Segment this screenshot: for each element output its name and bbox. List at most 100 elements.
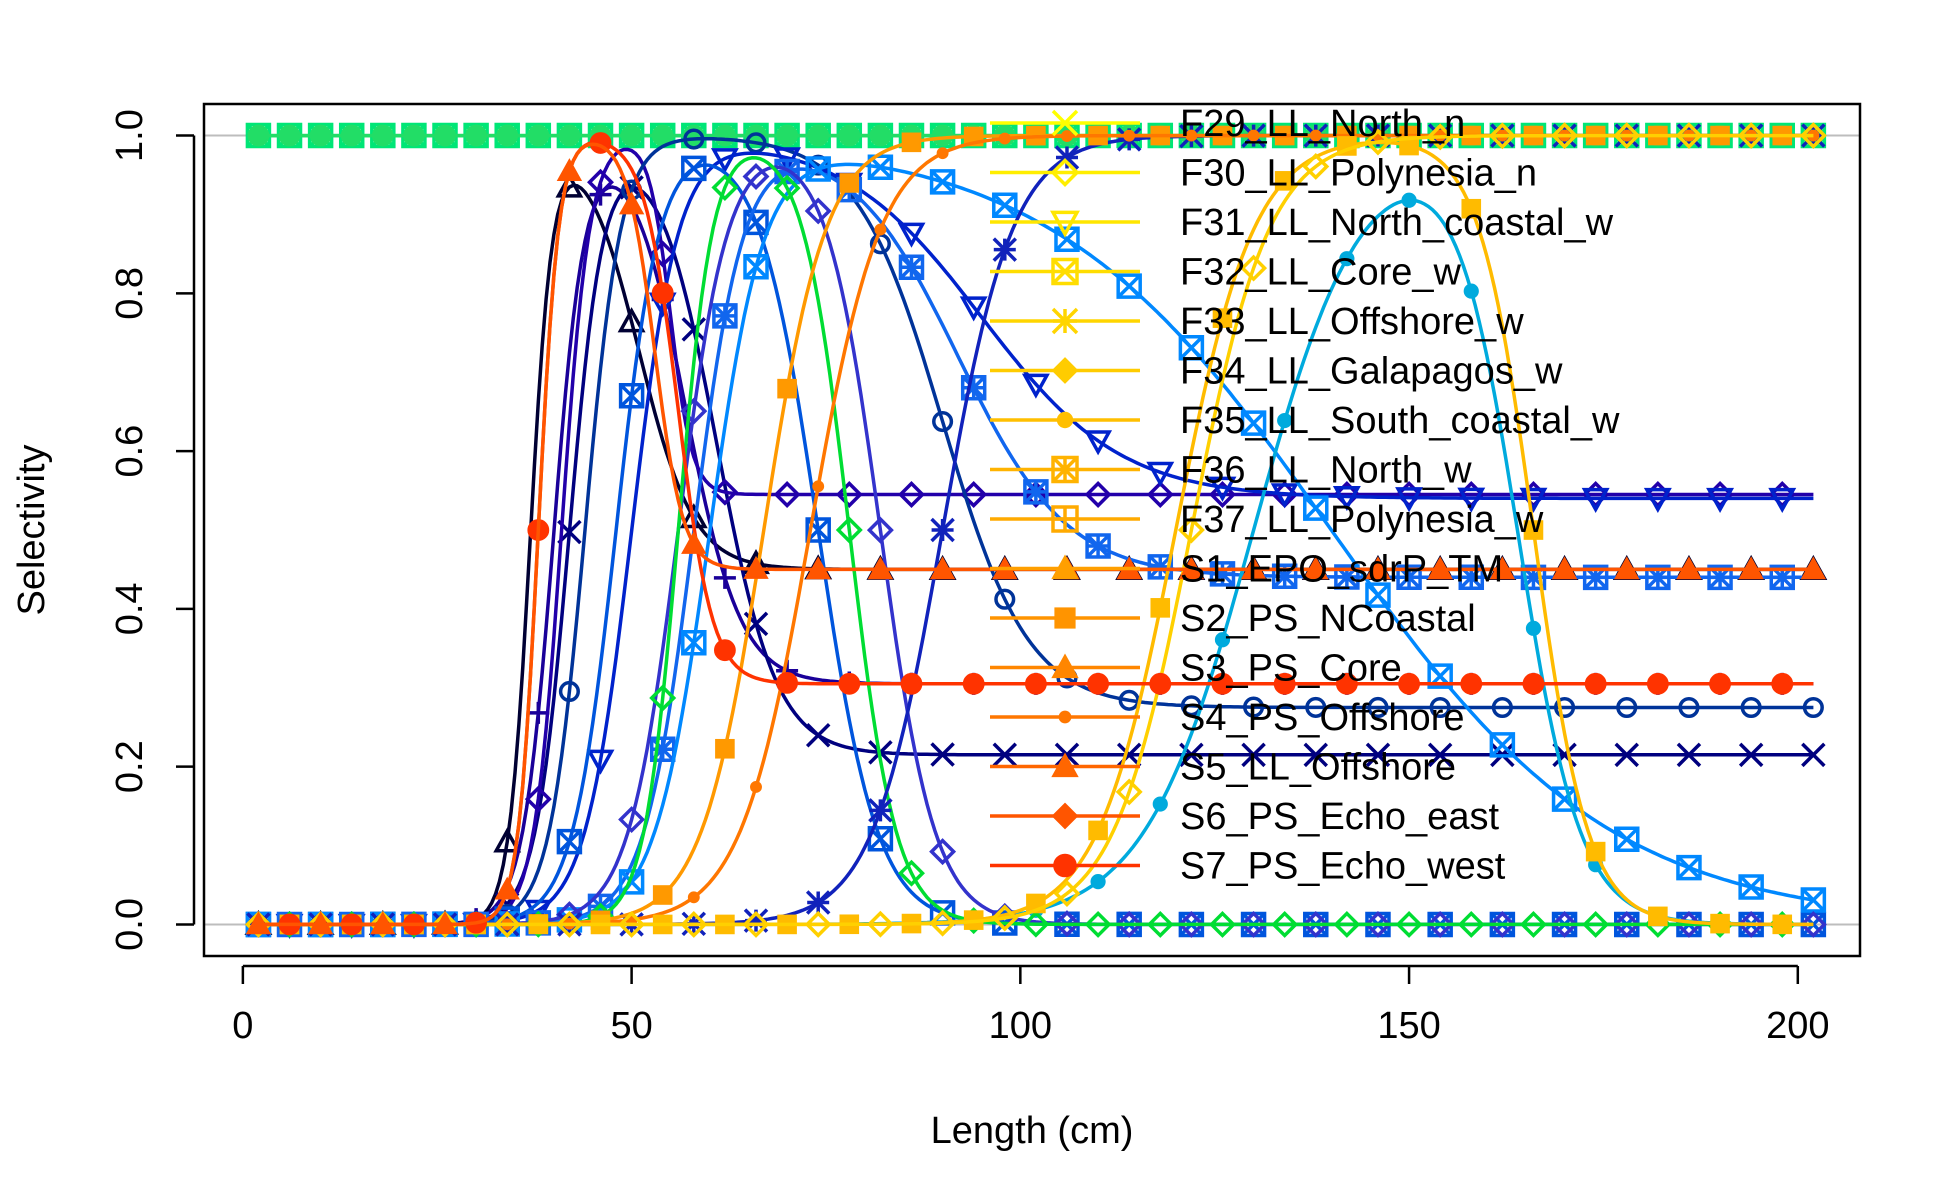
data-point — [838, 672, 861, 695]
data-point — [1051, 505, 1079, 533]
legend-label: S3_PS_Core — [1180, 648, 1402, 690]
data-point — [929, 838, 957, 866]
data-point — [527, 124, 550, 147]
data-point — [1085, 533, 1111, 559]
data-point — [742, 910, 770, 938]
legend-label: F35_LL_South_coastal_w — [1180, 400, 1620, 442]
data-point — [1398, 672, 1420, 695]
data-point — [960, 481, 988, 508]
data-point — [1489, 556, 1516, 580]
y-tick-label: 0.6 — [109, 425, 151, 478]
legend-label: F31_LL_North_coastal_w — [1180, 202, 1614, 244]
data-point — [750, 781, 762, 793]
legend-item: S3_PS_Core — [990, 648, 1402, 690]
data-point — [1706, 487, 1735, 514]
data-point — [1523, 520, 1544, 540]
data-point — [1118, 689, 1140, 711]
data-point — [652, 885, 673, 905]
data-point — [776, 671, 798, 694]
data-point — [998, 132, 1011, 145]
data-point — [340, 124, 363, 147]
data-point — [900, 672, 923, 695]
y-axis-label: Selectivity — [11, 444, 53, 615]
data-point — [1585, 841, 1606, 862]
data-point — [1021, 373, 1050, 399]
data-point — [838, 124, 861, 147]
data-point — [930, 517, 955, 543]
data-point — [1209, 561, 1236, 587]
data-point — [1676, 742, 1702, 768]
data-point — [1051, 653, 1079, 679]
data-point — [618, 383, 645, 409]
x-tick-label: 50 — [610, 1005, 652, 1047]
data-point — [992, 237, 1018, 262]
data-point — [1768, 487, 1797, 514]
data-point — [1240, 410, 1267, 436]
data-point — [1303, 495, 1329, 521]
data-point — [1737, 910, 1765, 938]
data-point — [1302, 910, 1330, 938]
data-point — [1738, 874, 1764, 900]
data-point — [1339, 251, 1355, 267]
data-point — [1335, 672, 1358, 695]
data-point — [1051, 257, 1079, 286]
data-point — [1088, 820, 1108, 841]
data-point — [1395, 910, 1423, 938]
data-point — [932, 410, 954, 433]
data-point — [307, 911, 334, 935]
legend-item: F37_LL_Polynesia_w — [990, 499, 1544, 541]
data-point — [1149, 672, 1172, 695]
data-point — [555, 910, 583, 938]
legend: F29_LL_North_n F30_LL_Polynesia_n F31_LL_N… — [990, 103, 1620, 888]
x-axis: 0 50 100 150 200 — [232, 964, 1830, 1047]
data-point — [1367, 696, 1389, 719]
data-point — [1614, 742, 1639, 768]
data-point — [929, 909, 957, 937]
data-point — [959, 296, 988, 322]
data-point — [1581, 487, 1610, 513]
data-point — [1247, 129, 1260, 142]
data-point — [1053, 853, 1077, 878]
x-tick-label: 0 — [232, 1005, 253, 1047]
data-point — [1429, 696, 1451, 719]
legend-item: S2_PS_NCoastal — [990, 598, 1476, 640]
data-point — [244, 910, 272, 938]
data-point — [1051, 752, 1079, 778]
data-point — [1489, 732, 1516, 758]
data-point — [1150, 598, 1171, 618]
data-point — [1675, 122, 1703, 150]
legend-item: S7_PS_Echo_west — [990, 846, 1506, 888]
data-point — [1799, 122, 1827, 150]
legend-label: F37_LL_Polynesia_w — [1180, 499, 1544, 541]
data-point — [1365, 742, 1391, 768]
x-tick-label: 100 — [989, 1005, 1052, 1047]
legend-item: F30_LL_Polynesia_n — [990, 153, 1537, 195]
data-point — [1115, 910, 1143, 938]
data-point — [1520, 564, 1547, 591]
data-point — [1613, 122, 1641, 150]
data-point — [710, 148, 739, 174]
data-point — [524, 785, 552, 813]
data-point — [681, 317, 707, 342]
data-point — [1738, 556, 1764, 580]
data-point — [556, 158, 583, 182]
data-point — [835, 516, 863, 544]
data-point — [807, 124, 830, 147]
data-point — [1116, 273, 1142, 299]
data-point — [936, 147, 949, 160]
data-point — [493, 827, 522, 853]
data-point — [1146, 481, 1174, 508]
data-point — [1709, 672, 1731, 695]
data-point — [773, 481, 801, 508]
data-point — [868, 798, 893, 823]
data-point — [1058, 710, 1072, 724]
data-point — [1123, 129, 1136, 142]
data-point — [1051, 109, 1079, 137]
data-point — [683, 128, 705, 150]
data-point — [309, 124, 332, 147]
data-point — [901, 132, 922, 153]
data-point — [1426, 910, 1454, 938]
data-point — [742, 163, 770, 190]
data-point — [1302, 152, 1330, 180]
legend-item: S5_LL_Offshore — [990, 747, 1456, 789]
